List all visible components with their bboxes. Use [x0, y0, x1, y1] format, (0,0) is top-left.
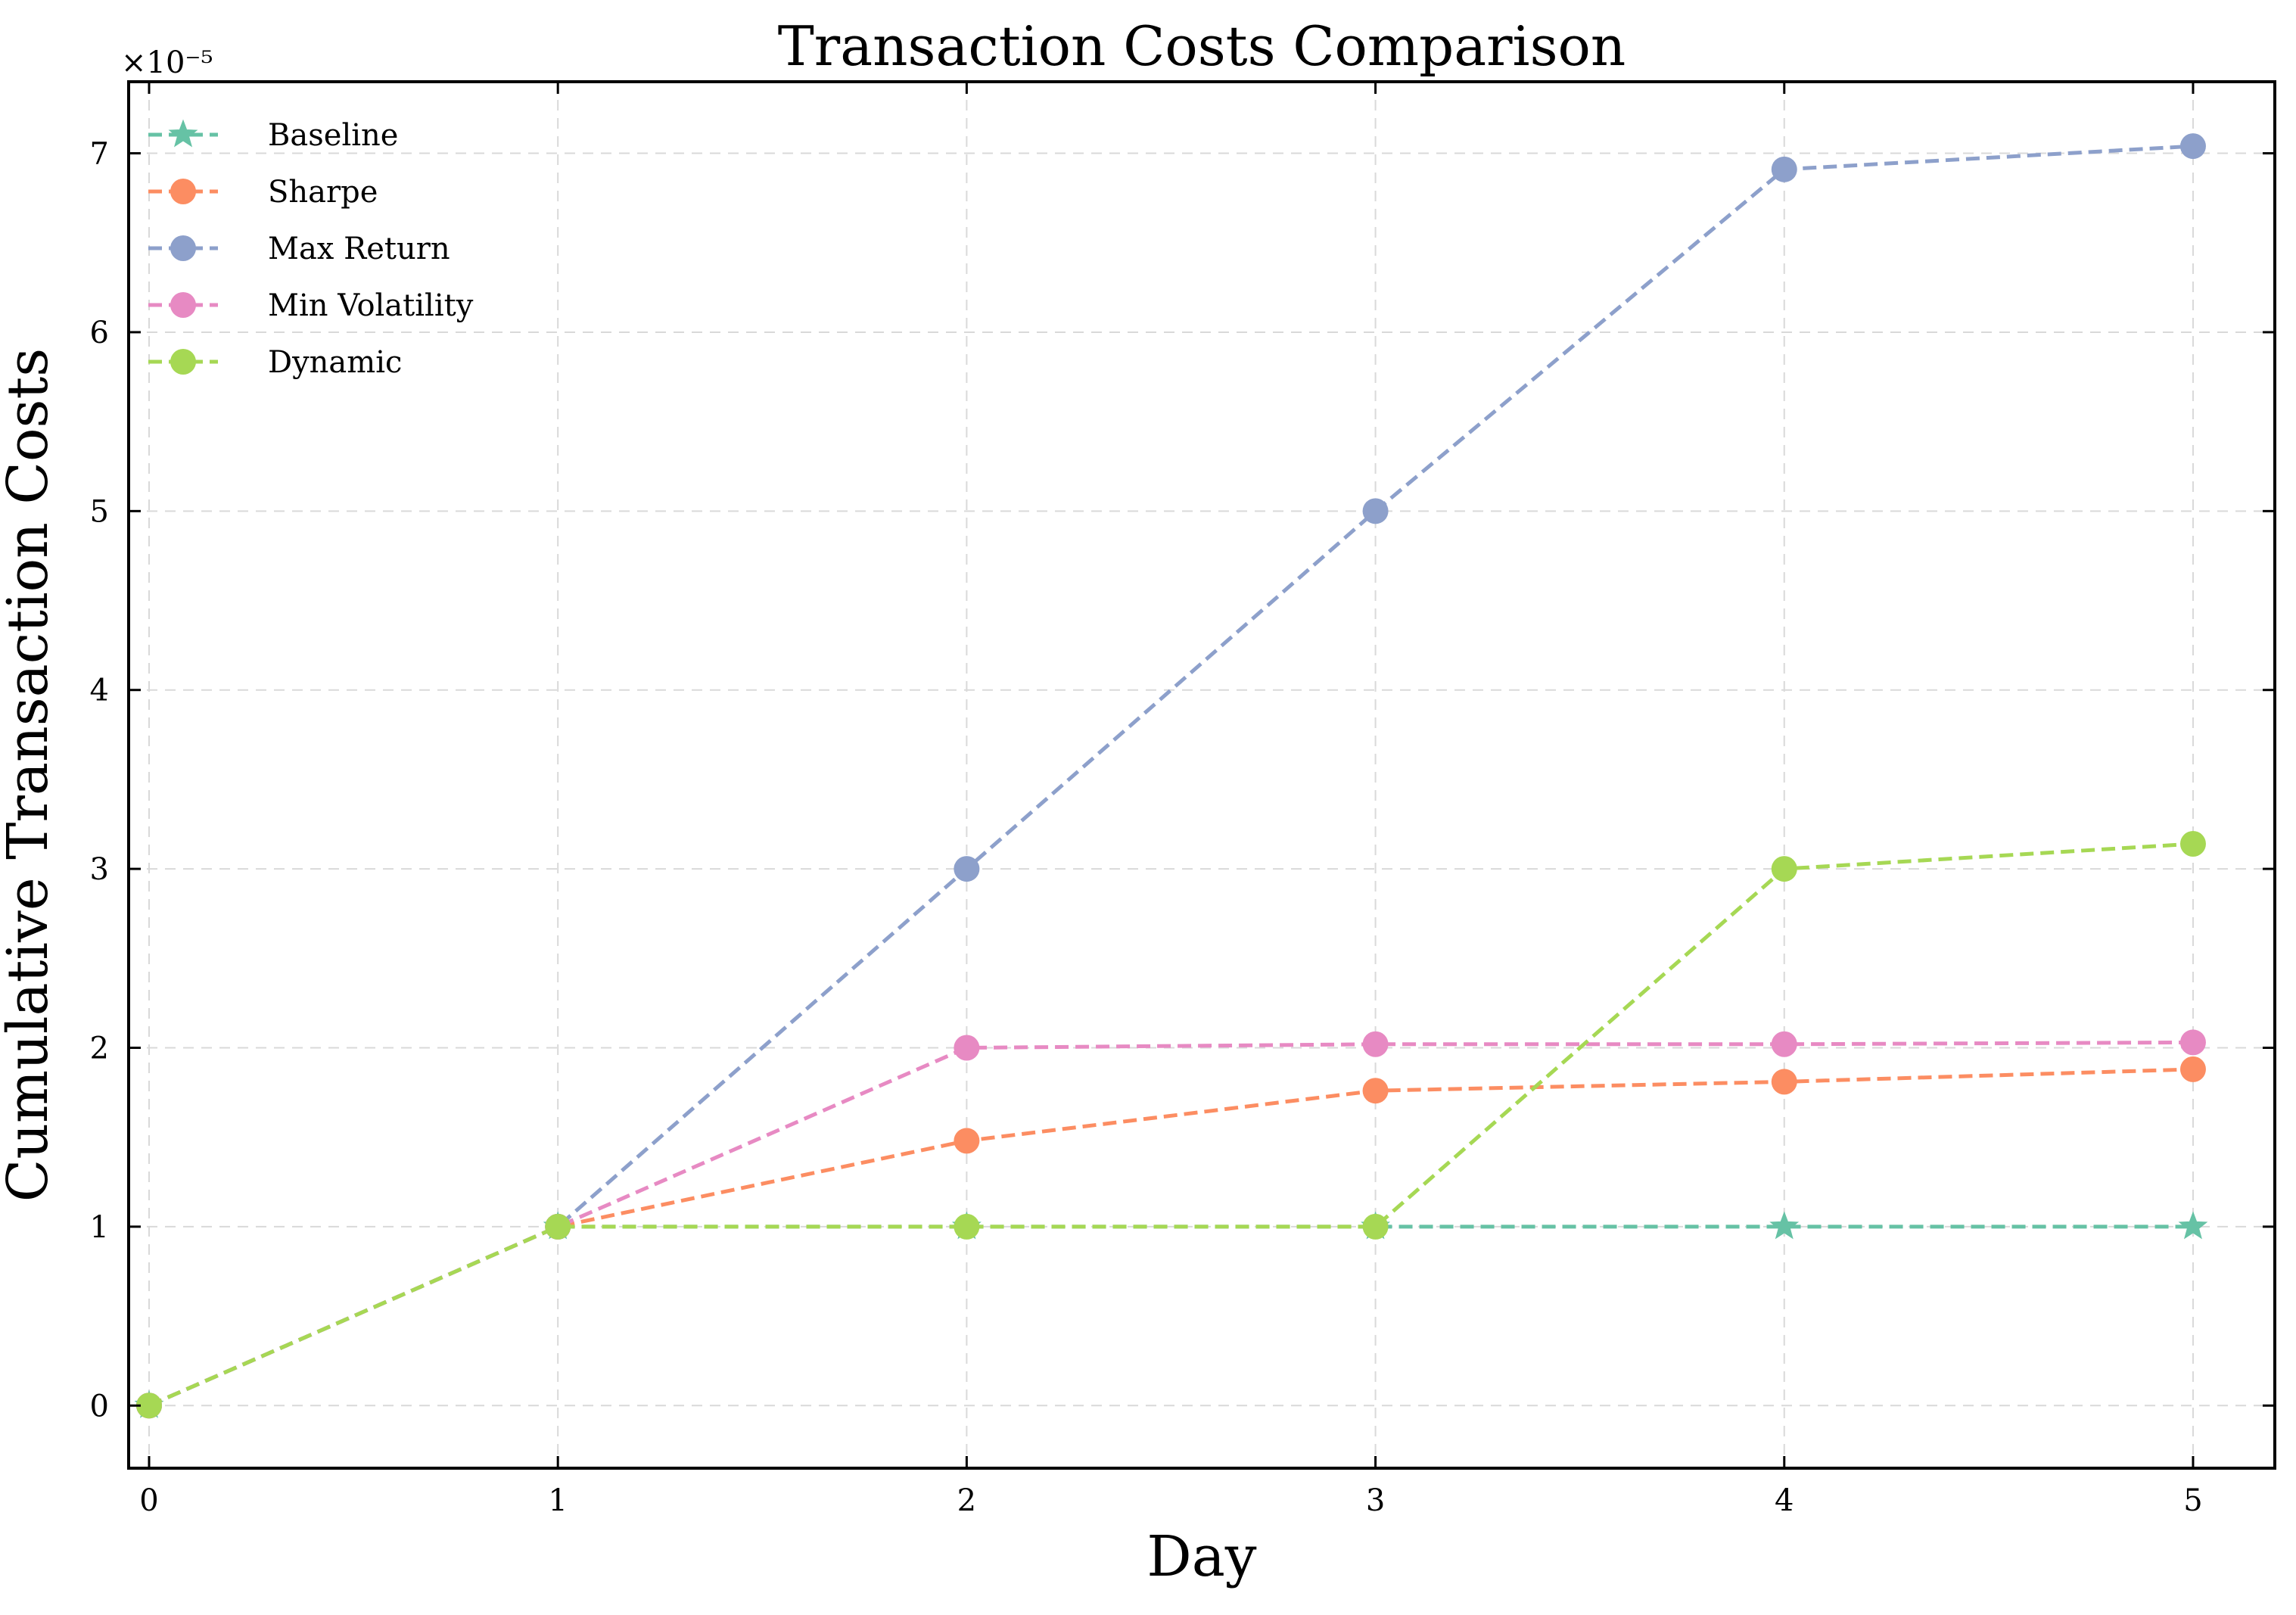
- series-line-min-volatility: [148, 1040, 2194, 1408]
- y-tick-label: 0: [90, 1389, 109, 1424]
- legend-item-sharpe: Sharpe: [148, 175, 378, 210]
- data-point-baseline: [1769, 1211, 1800, 1240]
- series-line-sharpe: [148, 1067, 2194, 1408]
- data-point-max-return: [954, 856, 980, 882]
- data-point-max-return: [1771, 156, 1797, 182]
- x-tick-label: 0: [139, 1483, 158, 1518]
- data-point-sharpe: [1771, 1069, 1797, 1095]
- x-axis-label: Day: [1146, 1524, 1256, 1589]
- series-line-baseline: [148, 1224, 2193, 1408]
- legend: Baseline Sharpe Max Return Min Volatility Dy…: [148, 118, 474, 380]
- series-baseline: [134, 1211, 2208, 1418]
- x-tick-label: 2: [957, 1483, 976, 1518]
- legend-swatch-marker: [170, 235, 196, 261]
- y-tick-label: 5: [90, 494, 109, 529]
- data-point-min-volatility: [2179, 1029, 2206, 1056]
- legend-label: Sharpe: [268, 175, 378, 210]
- data-point-max-return: [1362, 498, 1389, 524]
- y-tick-label: 7: [90, 137, 109, 172]
- legend-label: Min Volatility: [268, 288, 474, 323]
- chart-title: Transaction Costs Comparison: [778, 14, 1626, 78]
- data-point-dynamic: [136, 1393, 163, 1419]
- x-tick-label: 4: [1775, 1483, 1794, 1518]
- legend-swatch-marker: [170, 349, 196, 375]
- series-sharpe: [136, 1056, 2206, 1419]
- data-point-min-volatility: [1362, 1031, 1389, 1057]
- legend-swatch-marker: [170, 292, 196, 318]
- series-line-dynamic: [148, 842, 2194, 1408]
- data-point-dynamic: [545, 1213, 571, 1240]
- legend-swatch-marker: [168, 119, 198, 148]
- x-tick-label: 1: [548, 1483, 567, 1518]
- legend-swatch-marker: [170, 179, 196, 204]
- legend-label: Dynamic: [268, 345, 402, 380]
- legend-label: Baseline: [268, 118, 398, 153]
- data-point-dynamic: [1771, 856, 1797, 882]
- legend-label: Max Return: [268, 232, 450, 266]
- series-min-volatility: [136, 1029, 2206, 1419]
- data-point-baseline: [2178, 1211, 2208, 1240]
- y-tick-label: 6: [90, 316, 109, 350]
- y-axis-label: Cumulative Transaction Costs: [0, 348, 61, 1202]
- plot-frame: [127, 80, 2276, 1470]
- y-axis-scale-label: ×10⁻⁵: [121, 45, 213, 80]
- data-point-dynamic: [2179, 831, 2206, 857]
- legend-item-dynamic: Dynamic: [148, 345, 402, 380]
- data-point-dynamic: [1362, 1213, 1389, 1240]
- data-point-max-return: [2179, 133, 2206, 160]
- tick-layer: 0 1 2 3 4 5 0 1 2 3 4 5 6 7: [90, 82, 2275, 1518]
- x-tick-label: 5: [2183, 1483, 2202, 1518]
- data-point-sharpe: [2179, 1056, 2206, 1082]
- y-tick-label: 2: [90, 1031, 109, 1066]
- x-tick-label: 3: [1366, 1483, 1385, 1518]
- y-tick-label: 3: [90, 852, 109, 887]
- legend-item-min-volatility: Min Volatility: [148, 288, 474, 323]
- data-point-min-volatility: [1771, 1031, 1797, 1057]
- data-point-sharpe: [954, 1128, 980, 1154]
- legend-item-max-return: Max Return: [148, 232, 450, 266]
- data-point-sharpe: [1362, 1078, 1389, 1104]
- y-tick-label: 4: [90, 674, 109, 708]
- series-layer: [134, 133, 2208, 1419]
- legend-item-baseline: Baseline: [148, 118, 398, 153]
- data-point-min-volatility: [954, 1035, 980, 1061]
- y-tick-label: 1: [90, 1210, 109, 1245]
- data-point-dynamic: [954, 1213, 980, 1240]
- series-line-max-return: [148, 144, 2194, 1408]
- series-dynamic: [136, 831, 2206, 1419]
